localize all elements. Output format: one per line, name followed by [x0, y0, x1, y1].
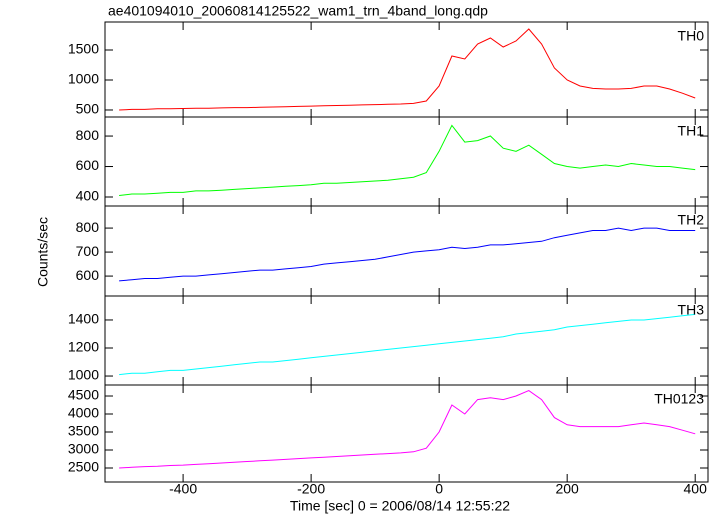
- y-tick-label: 4000: [68, 405, 99, 421]
- y-tick-label: 500: [76, 101, 100, 117]
- y-tick-label: 1200: [68, 339, 99, 355]
- x-tick-label: -400: [169, 481, 197, 497]
- y-tick-label: 3500: [68, 423, 99, 439]
- x-tick-label: 0: [435, 481, 443, 497]
- chart-title: ae401094010_20060814125522_wam1_trn_4ban…: [108, 3, 488, 19]
- x-tick-label: 400: [684, 481, 708, 497]
- y-tick-label: 600: [76, 157, 100, 173]
- panel-frame: [104, 384, 709, 483]
- panel-label: TH0123: [654, 391, 704, 407]
- x-axis-label: Time [sec] 0 = 2006/08/14 12:55:22: [290, 498, 510, 514]
- panel-frame: [104, 295, 709, 386]
- panel-label: TH2: [678, 212, 705, 228]
- panel-label: TH0: [678, 28, 705, 44]
- data-line: [119, 124, 696, 196]
- y-tick-label: 1400: [68, 311, 99, 327]
- panel-label: TH1: [678, 123, 705, 139]
- y-tick-label: 700: [76, 243, 100, 259]
- panel-frame: [104, 116, 709, 207]
- y-tick-label: 3000: [68, 441, 99, 457]
- y-tick-label: 2500: [68, 459, 99, 475]
- y-tick-label: 600: [76, 267, 100, 283]
- data-line: [119, 390, 696, 469]
- y-tick-label: 1000: [68, 367, 99, 383]
- y-tick-label: 400: [76, 188, 100, 204]
- y-tick-label: 800: [76, 127, 100, 143]
- y-axis-label: Counts/sec: [35, 217, 51, 287]
- data-line: [119, 28, 696, 111]
- y-tick-label: 800: [76, 219, 100, 235]
- x-tick-label: 200: [555, 481, 579, 497]
- panel-frame: [104, 21, 709, 118]
- x-tick-label: -200: [297, 481, 325, 497]
- data-line: [119, 227, 696, 282]
- data-line: [119, 313, 696, 376]
- panel-label: TH3: [678, 302, 705, 318]
- y-tick-label: 1500: [68, 41, 99, 57]
- y-tick-label: 1000: [68, 71, 99, 87]
- panel-frame: [104, 205, 709, 297]
- y-tick-label: 4500: [68, 387, 99, 403]
